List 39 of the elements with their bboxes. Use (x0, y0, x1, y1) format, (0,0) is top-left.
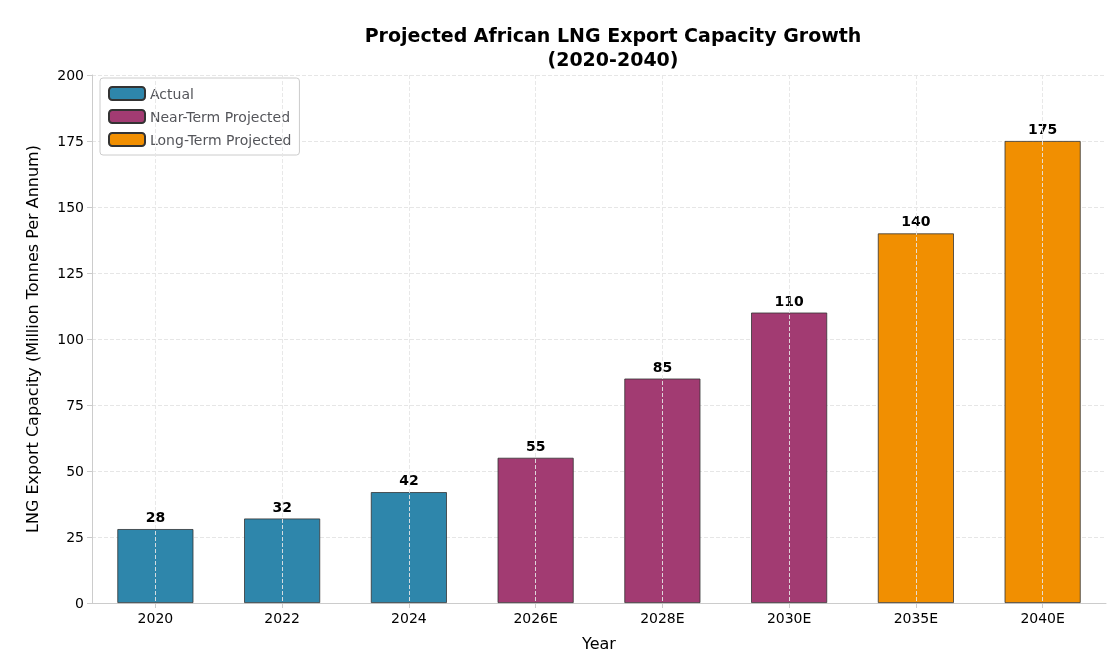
legend-label: Actual (150, 85, 194, 102)
bar (117, 529, 194, 603)
bar (624, 378, 701, 603)
y-axis-title: LNG Export Capacity (Million Tonnes Per Annum) (22, 145, 42, 533)
x-tick-label: 2022 (264, 610, 300, 626)
bar (877, 233, 954, 603)
bar (1004, 141, 1081, 603)
x-tick-label: 2030E (766, 610, 812, 626)
y-tick-label: 0 (75, 595, 84, 611)
x-tick-label: 2040E (1020, 610, 1065, 626)
y-tick-label: 50 (66, 463, 84, 479)
data-label: 110 (774, 292, 804, 309)
bar (244, 518, 321, 603)
data-label: 32 (272, 498, 292, 515)
data-label: 28 (145, 509, 166, 526)
legend-label: Long-Term Projected (150, 131, 292, 148)
data-label: 55 (525, 437, 546, 454)
y-tick-label: 75 (66, 397, 84, 413)
data-label: 42 (399, 472, 419, 489)
y-tick-label: 150 (57, 199, 84, 215)
y-tick-label: 100 (57, 331, 84, 347)
x-tick-label: 2035E (893, 610, 939, 626)
y-tick-label: 25 (66, 529, 84, 545)
bar (751, 312, 828, 603)
y-tick-label: 125 (57, 265, 84, 281)
x-tick-label: 2026E (513, 610, 558, 626)
data-label: 85 (652, 358, 673, 375)
legend-label: Near-Term Projected (150, 108, 291, 125)
y-tick-label: 200 (57, 67, 84, 83)
chart-title: Projected African LNG Export Capacity Growth (2020-2040) (364, 24, 862, 70)
x-tick-label: 2028E (640, 610, 685, 626)
x-tick-label: 2020 (137, 610, 174, 626)
y-tick-label: 175 (57, 133, 84, 149)
bar (497, 457, 574, 603)
data-label: 175 (1028, 121, 1058, 137)
x-axis-title: Year (581, 633, 617, 653)
x-tick-label: 2024 (391, 610, 427, 626)
bar (370, 492, 447, 603)
data-label: 140 (901, 213, 931, 230)
